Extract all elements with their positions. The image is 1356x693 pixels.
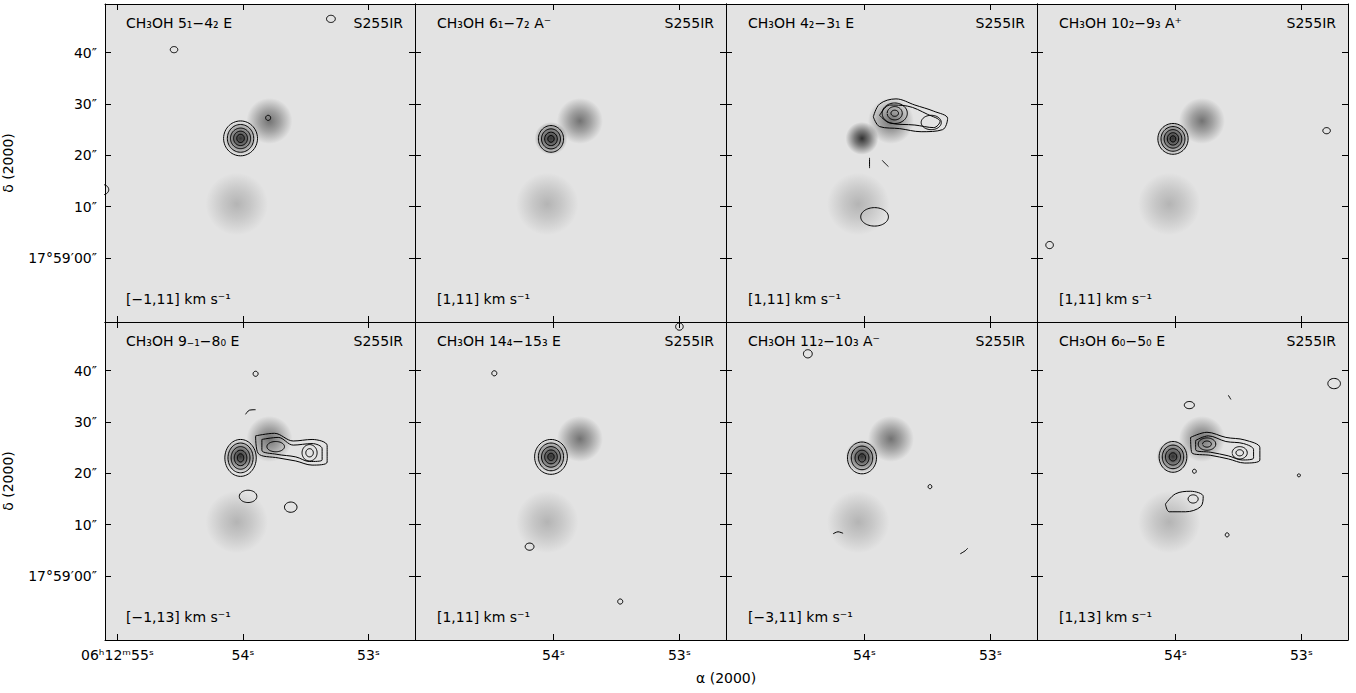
svg-text:[1,11] km s⁻¹: [1,11] km s⁻¹	[437, 609, 530, 625]
svg-text:S255IR: S255IR	[354, 333, 404, 349]
svg-text:CH₃OH 6₁−7₂ A⁻: CH₃OH 6₁−7₂ A⁻	[437, 15, 551, 31]
svg-text:06ʰ12ᵐ55ˢ: 06ʰ12ᵐ55ˢ	[81, 647, 154, 663]
svg-text:53ˢ: 53ˢ	[1290, 647, 1313, 663]
svg-text:10″: 10″	[74, 517, 97, 533]
svg-text:CH₃OH 6₀−5₀ E: CH₃OH 6₀−5₀ E	[1059, 333, 1165, 349]
svg-text:α (2000): α (2000)	[696, 670, 756, 686]
svg-text:30″: 30″	[74, 96, 97, 112]
svg-text:17°59′00″: 17°59′00″	[28, 568, 97, 584]
svg-text:[1,11] km s⁻¹: [1,11] km s⁻¹	[437, 291, 530, 307]
svg-text:S255IR: S255IR	[976, 333, 1026, 349]
svg-text:20″: 20″	[74, 465, 97, 481]
svg-text:[−3,11] km s⁻¹: [−3,11] km s⁻¹	[748, 609, 853, 625]
svg-text:54ˢ: 54ˢ	[853, 647, 876, 663]
svg-text:40″: 40″	[74, 363, 97, 379]
svg-text:CH₃OH 5₁−4₂ E: CH₃OH 5₁−4₂ E	[126, 15, 232, 31]
svg-text:54ˢ: 54ˢ	[542, 647, 565, 663]
svg-text:CH₃OH 4₂−3₁ E: CH₃OH 4₂−3₁ E	[748, 15, 854, 31]
svg-text:[1,11] km s⁻¹: [1,11] km s⁻¹	[748, 291, 841, 307]
svg-text:53ˢ: 53ˢ	[979, 647, 1002, 663]
svg-text:30″: 30″	[74, 414, 97, 430]
svg-text:CH₃OH 9₋₁−8₀ E: CH₃OH 9₋₁−8₀ E	[126, 333, 239, 349]
svg-text:S255IR: S255IR	[354, 15, 404, 31]
svg-text:δ (2000): δ (2000)	[0, 133, 16, 193]
svg-text:S255IR: S255IR	[665, 15, 715, 31]
svg-text:[1,11] km s⁻¹: [1,11] km s⁻¹	[1059, 291, 1152, 307]
svg-text:S255IR: S255IR	[1287, 333, 1337, 349]
svg-text:S255IR: S255IR	[976, 15, 1026, 31]
svg-text:53ˢ: 53ˢ	[668, 647, 691, 663]
svg-text:20″: 20″	[74, 147, 97, 163]
svg-text:[1,13] km s⁻¹: [1,13] km s⁻¹	[1059, 609, 1152, 625]
svg-text:40″: 40″	[74, 45, 97, 61]
svg-text:10″: 10″	[74, 199, 97, 215]
svg-text:53ˢ: 53ˢ	[357, 647, 380, 663]
svg-text:17°59′00″: 17°59′00″	[28, 250, 97, 266]
svg-text:S255IR: S255IR	[1287, 15, 1337, 31]
svg-text:CH₃OH 11₂−10₃ A⁻: CH₃OH 11₂−10₃ A⁻	[748, 333, 880, 349]
svg-text:54ˢ: 54ˢ	[1164, 647, 1187, 663]
svg-text:S255IR: S255IR	[665, 333, 715, 349]
svg-text:δ (2000): δ (2000)	[0, 451, 16, 511]
svg-text:CH₃OH 14₄−15₃ E: CH₃OH 14₄−15₃ E	[437, 333, 561, 349]
svg-text:[−1,13] km s⁻¹: [−1,13] km s⁻¹	[126, 609, 231, 625]
svg-text:54ˢ: 54ˢ	[232, 647, 255, 663]
svg-text:CH₃OH 10₂−9₃ A⁺: CH₃OH 10₂−9₃ A⁺	[1059, 15, 1182, 31]
svg-text:[−1,11] km s⁻¹: [−1,11] km s⁻¹	[126, 291, 231, 307]
